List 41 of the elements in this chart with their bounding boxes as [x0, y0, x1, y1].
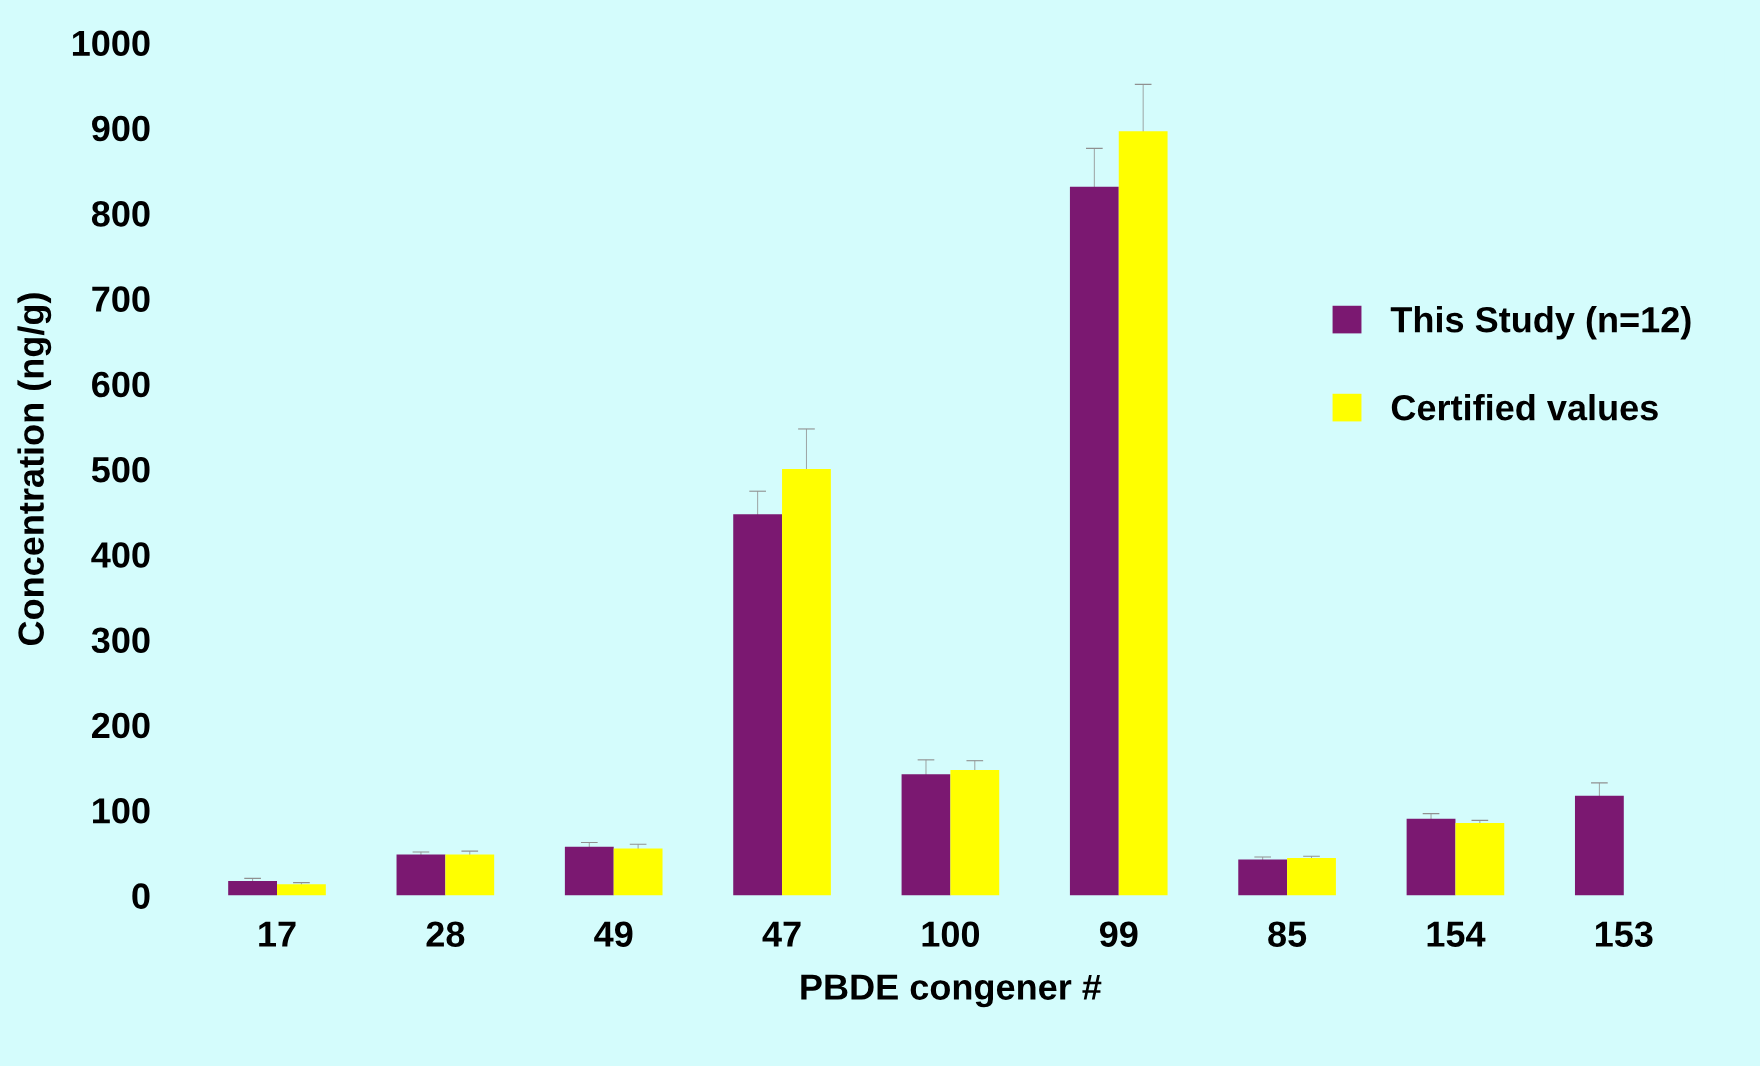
bar: [1069, 186, 1119, 896]
y-tick-label: 0: [132, 883, 150, 909]
x-tick-label: 100: [922, 921, 980, 947]
x-tick-label: 154: [1427, 921, 1486, 947]
bar: [1118, 131, 1168, 896]
bar: [613, 848, 663, 896]
y-tick-label: 400: [91, 542, 150, 568]
bar: [1287, 857, 1336, 896]
bar: [277, 884, 326, 896]
x-tick-label: 28: [426, 921, 465, 947]
x-axis-title: PBDE congener #: [801, 974, 1102, 1008]
bar: [228, 880, 278, 896]
legend-label: Certified values: [1391, 393, 1658, 421]
y-tick-label: 1000: [72, 30, 150, 57]
y-tick-label: 900: [92, 115, 150, 142]
bar: [564, 846, 614, 896]
bar: [733, 514, 783, 896]
bar: [782, 469, 831, 896]
bar: [950, 770, 1000, 896]
legend-label: This Study (n=12): [1390, 305, 1691, 340]
y-tick-label: 600: [92, 371, 150, 398]
x-tick-label: 99: [1099, 921, 1138, 947]
bar: [1238, 859, 1288, 896]
y-tick-label: 200: [92, 712, 150, 739]
y-tick-label: 500: [91, 456, 150, 483]
x-tick-label: 85: [1268, 921, 1307, 947]
x-tick-label: 47: [762, 921, 801, 947]
y-tick-label: 100: [93, 798, 150, 824]
bar: [1574, 795, 1624, 896]
x-tick-label: 153: [1595, 921, 1653, 948]
bar: [1406, 818, 1456, 896]
x-tick-label: 17: [259, 921, 296, 947]
bar: [901, 774, 951, 896]
y-tick-label: 700: [92, 286, 150, 312]
x-tick-label: 49: [594, 921, 633, 947]
y-tick-label: 300: [91, 627, 150, 654]
y-tick-label: 800: [91, 201, 150, 227]
bar: [396, 854, 446, 896]
y-axis-title: Concentration (ng/g): [17, 293, 52, 646]
bar: [445, 854, 495, 896]
bar: [1455, 822, 1505, 896]
